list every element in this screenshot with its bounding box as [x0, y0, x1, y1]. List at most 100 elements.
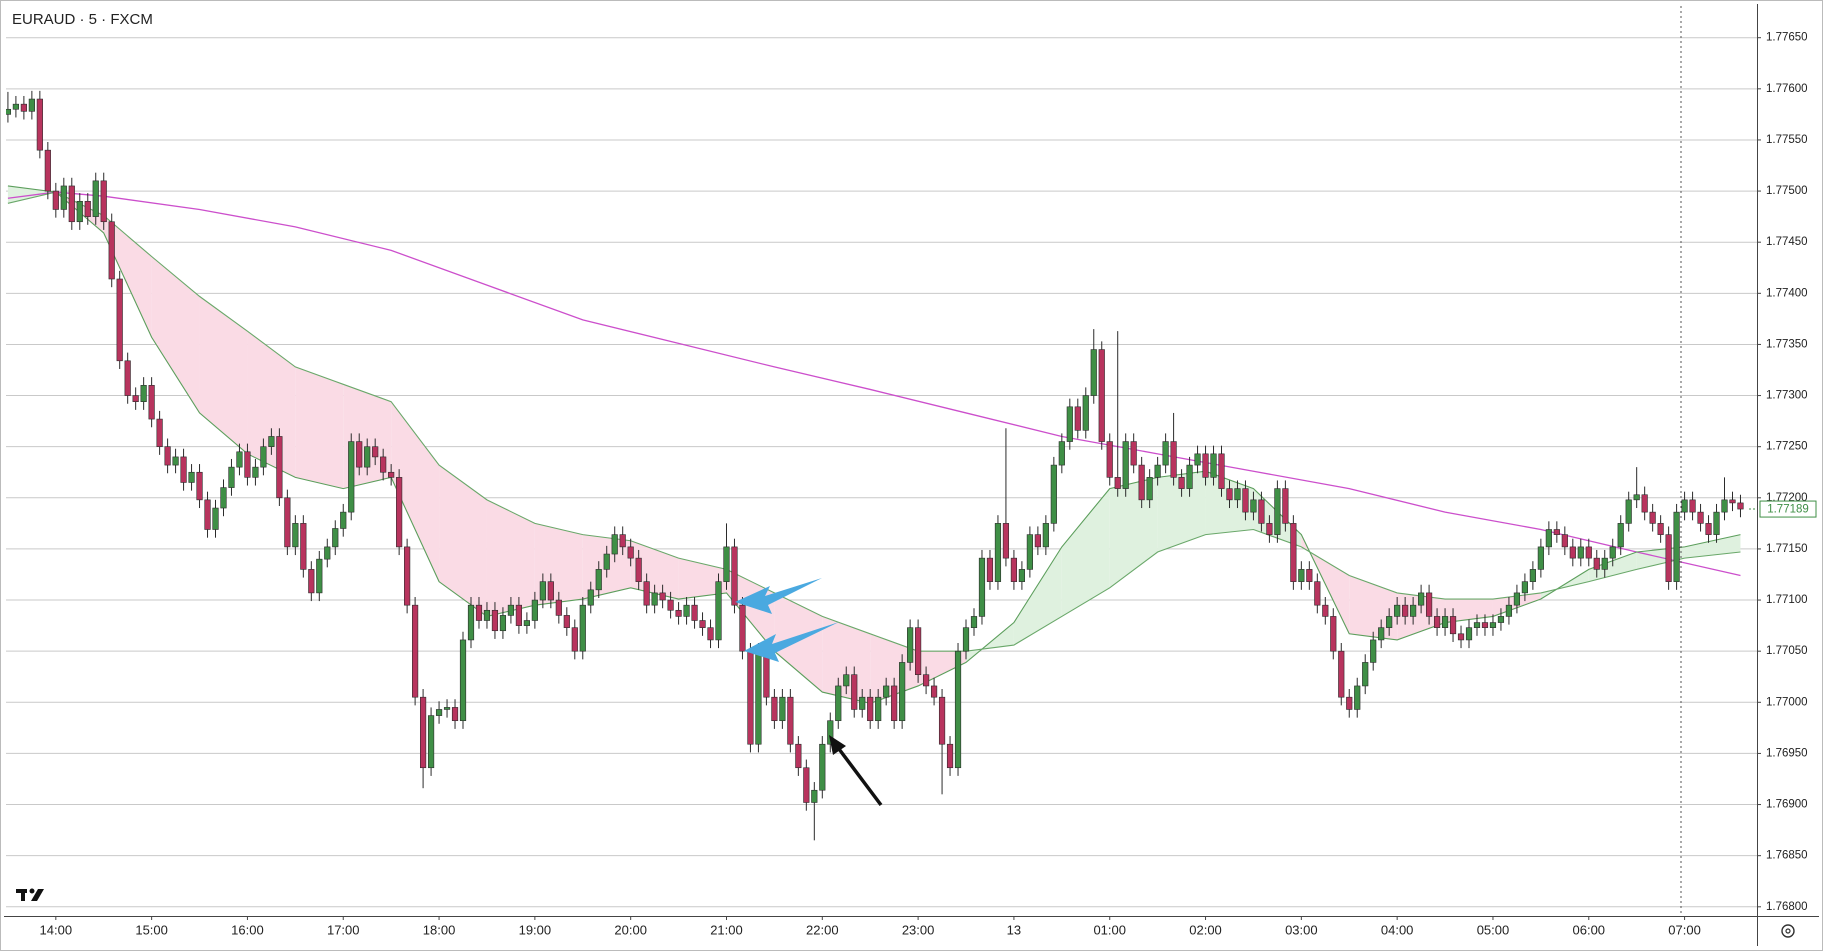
candle-body	[1074, 406, 1081, 431]
candle-body	[76, 200, 83, 223]
candle-body	[547, 581, 554, 601]
candle-body	[643, 581, 650, 606]
cloud	[822, 616, 871, 704]
candle-body	[1721, 499, 1728, 513]
candle-body	[1210, 453, 1217, 478]
x-tick-label: 21:00	[710, 922, 743, 937]
candle-body	[1194, 453, 1201, 466]
candle-body	[1449, 616, 1457, 635]
candle-body	[827, 720, 834, 745]
candle-body	[699, 620, 706, 628]
candle-body	[260, 446, 267, 468]
candle-body	[20, 103, 27, 112]
candle-body	[563, 615, 570, 628]
candle-body	[1226, 488, 1233, 501]
candle-body	[539, 581, 546, 601]
y-tick-label: 1.77350	[1766, 338, 1808, 350]
candle-body	[1569, 546, 1576, 559]
candle-body	[1561, 534, 1568, 548]
candle-body	[899, 662, 906, 722]
candle-body	[954, 650, 962, 769]
candle-body	[1202, 453, 1209, 478]
candle-body	[475, 604, 483, 621]
candle-body	[92, 180, 99, 217]
candle-body	[659, 592, 666, 601]
candle-body	[451, 707, 459, 722]
candle-body	[1250, 499, 1257, 513]
y-tick-label: 1.77650	[1766, 32, 1808, 44]
cloud	[1157, 471, 1206, 552]
candle-body	[68, 185, 75, 223]
candle-body	[1330, 616, 1337, 652]
candle-body	[1170, 441, 1177, 478]
x-tick-label: 13	[1007, 922, 1021, 937]
candle-body	[356, 441, 363, 468]
cloud	[103, 215, 152, 338]
blue-arrow	[735, 578, 822, 614]
y-tick-label: 1.77450	[1766, 236, 1808, 248]
candle-body	[683, 604, 690, 617]
candle-body	[1042, 523, 1049, 548]
candle-body	[467, 604, 475, 641]
candle-body	[1697, 511, 1704, 524]
candle-body	[1162, 441, 1169, 466]
candle-body	[268, 436, 275, 447]
candle-body	[1034, 534, 1041, 548]
x-tick-label: 01:00	[1093, 922, 1126, 937]
candle-body	[515, 604, 522, 626]
candle-body	[883, 685, 890, 698]
candle-body	[1114, 477, 1121, 489]
candle-body	[627, 546, 634, 559]
candle-body	[938, 696, 946, 745]
candle-body	[60, 185, 67, 210]
candle-body	[1098, 349, 1105, 442]
candle-body	[962, 627, 970, 652]
candle-body	[946, 743, 954, 769]
candle-body	[675, 609, 682, 617]
candle-body	[1537, 546, 1544, 570]
candle-body	[1346, 696, 1353, 710]
cloud	[1061, 488, 1110, 617]
candle-body	[1402, 604, 1409, 617]
candle-body	[1473, 622, 1481, 628]
candle-body	[1418, 592, 1425, 606]
candle-body	[1138, 464, 1145, 501]
candle-body	[707, 627, 714, 641]
candle-body	[443, 707, 451, 710]
candle-body	[36, 98, 43, 151]
last-price-label: 1.77189	[1767, 504, 1809, 516]
cloud	[534, 523, 583, 606]
cloud	[678, 558, 727, 600]
candle-body	[380, 456, 387, 473]
x-tick-label: 23:00	[902, 922, 935, 937]
candle-body	[851, 674, 858, 710]
candle-body	[396, 477, 403, 548]
candle-body	[651, 592, 658, 606]
candle-body	[1242, 488, 1249, 513]
candle-body	[372, 446, 379, 458]
settings-icon[interactable]	[1781, 924, 1795, 938]
candle-body	[100, 180, 107, 223]
candle-body	[499, 615, 507, 632]
candle-body	[747, 650, 754, 745]
candle-body	[332, 528, 339, 548]
last-price-box	[1759, 500, 1817, 518]
candle-body	[1425, 592, 1433, 617]
candle-body	[1306, 569, 1313, 582]
candle-body	[715, 581, 722, 641]
candle-body	[84, 200, 91, 217]
plot-area	[6, 37, 1757, 908]
candle-body	[595, 569, 602, 591]
candle-body	[6, 108, 12, 115]
candle-body	[132, 395, 139, 402]
candle-body	[811, 789, 818, 803]
x-tick-label: 17:00	[327, 922, 360, 937]
candle-body	[1665, 534, 1672, 582]
candle-body	[1394, 604, 1401, 617]
candle-body	[252, 466, 259, 478]
candle-body	[1186, 464, 1193, 489]
candle-body	[1577, 546, 1584, 559]
logo	[16, 888, 44, 901]
candle-body	[1218, 453, 1225, 489]
candle-body	[388, 471, 395, 478]
